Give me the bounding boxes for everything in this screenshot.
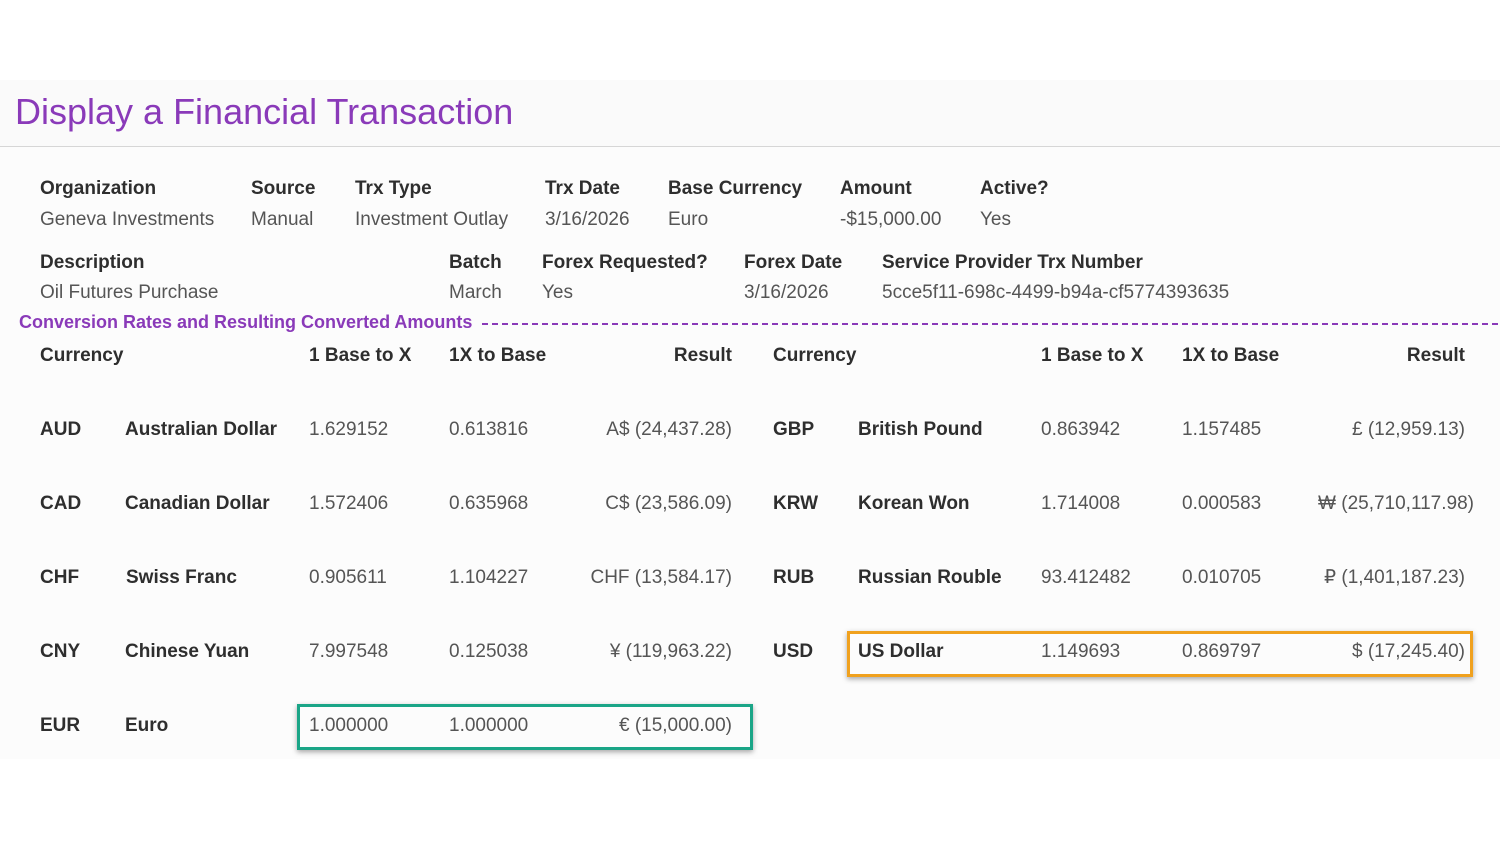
amount-value: -$15,000.00 — [840, 209, 942, 230]
col-header-currency-right: Currency — [773, 345, 857, 366]
batch-label: Batch — [449, 252, 502, 273]
currency-code: AUD — [40, 419, 82, 440]
rate-x-to-base: 1.000000 — [449, 715, 529, 736]
rate-x-to-base: 1.104227 — [449, 567, 529, 588]
section-divider — [482, 323, 1498, 325]
rate-x-to-base: 0.869797 — [1182, 641, 1262, 662]
converted-result: C$ (23,586.09) — [605, 493, 732, 514]
transaction-panel — [0, 147, 1500, 759]
forex-date-value: 3/16/2026 — [744, 282, 829, 303]
rate-base-to-x: 0.905611 — [309, 567, 387, 588]
converted-result: ₩ (25,710,117.98) — [1318, 493, 1474, 514]
col-header-x-to-base-right: 1X to Base — [1182, 345, 1280, 366]
trx-type-label: Trx Type — [355, 178, 432, 199]
col-header-result-right: Result — [1406, 345, 1465, 366]
forex-requested-label: Forex Requested? — [542, 252, 708, 273]
currency-name: US Dollar — [858, 641, 944, 662]
eur-row-highlight — [297, 704, 753, 750]
currency-name: Swiss Franc — [126, 567, 237, 588]
converted-result: £ (12,959.13) — [1351, 419, 1465, 440]
rate-base-to-x: 1.629152 — [309, 419, 389, 440]
base-currency-label: Base Currency — [668, 178, 803, 199]
converted-result: ₽ (1,401,187.23) — [1324, 567, 1465, 588]
active-value: Yes — [980, 209, 1011, 230]
currency-name: Euro — [125, 715, 169, 736]
trx-type-value: Investment Outlay — [355, 209, 509, 230]
forex-requested-value: Yes — [542, 282, 573, 303]
source-value: Manual — [251, 209, 314, 230]
rate-base-to-x: 1.714008 — [1041, 493, 1121, 514]
conversion-section-title: Conversion Rates and Resulting Converted… — [19, 312, 473, 332]
usd-row-highlight — [847, 631, 1473, 677]
source-label: Source — [251, 178, 316, 199]
rate-x-to-base: 0.000583 — [1182, 493, 1262, 514]
organization-value: Geneva Investments — [40, 209, 215, 230]
trx-date-value: 3/16/2026 — [545, 209, 630, 230]
forex-date-label: Forex Date — [744, 252, 843, 273]
rate-base-to-x: 1.149693 — [1041, 641, 1121, 662]
base-currency-value: Euro — [668, 209, 709, 230]
batch-value: March — [449, 282, 502, 303]
converted-result: $ (17,245.40) — [1351, 641, 1465, 662]
col-header-currency-left: Currency — [40, 345, 124, 366]
currency-code: RUB — [773, 567, 815, 588]
currency-name: British Pound — [858, 419, 983, 440]
rate-x-to-base: 0.125038 — [449, 641, 529, 662]
service-provider-trx-label: Service Provider Trx Number — [882, 252, 1143, 273]
currency-name: Australian Dollar — [125, 419, 278, 440]
currency-code: EUR — [40, 715, 81, 736]
col-header-x-to-base-left: 1X to Base — [449, 345, 547, 366]
currency-code: CAD — [40, 493, 82, 514]
currency-name: Korean Won — [858, 493, 970, 514]
rate-x-to-base: 0.635968 — [449, 493, 529, 514]
converted-result: CHF (13,584.17) — [590, 567, 732, 588]
trx-date-label: Trx Date — [545, 178, 620, 199]
rate-x-to-base: 0.010705 — [1182, 567, 1262, 588]
organization-label: Organization — [40, 178, 157, 199]
currency-code: KRW — [773, 493, 819, 514]
page-title: Display a Financial Transaction — [15, 91, 514, 132]
rate-base-to-x: 1.000000 — [309, 715, 389, 736]
service-provider-trx-value: 5cce5f11-698c-4499-b94a-cf5774393635 — [882, 282, 1230, 303]
converted-result: A$ (24,437.28) — [606, 419, 732, 440]
currency-code: USD — [773, 641, 814, 662]
currency-code: CNY — [40, 641, 81, 662]
rate-x-to-base: 1.157485 — [1182, 419, 1262, 440]
col-header-base-to-x-left: 1 Base to X — [309, 345, 412, 366]
rate-base-to-x: 1.572406 — [309, 493, 389, 514]
converted-result: ¥ (119,963.22) — [609, 641, 732, 662]
amount-label: Amount — [840, 178, 912, 199]
rate-x-to-base: 0.613816 — [449, 419, 529, 440]
currency-code: CHF — [40, 567, 80, 588]
currency-name: Canadian Dollar — [125, 493, 270, 514]
currency-name: Chinese Yuan — [125, 641, 250, 662]
rate-base-to-x: 7.997548 — [309, 641, 389, 662]
page-header — [0, 80, 1500, 147]
description-value: Oil Futures Purchase — [40, 282, 219, 303]
rate-base-to-x: 93.412482 — [1041, 567, 1131, 588]
converted-result: € (15,000.00) — [618, 715, 732, 736]
currency-name: Russian Rouble — [858, 567, 1002, 588]
rate-base-to-x: 0.863942 — [1041, 419, 1121, 440]
currency-code: GBP — [773, 419, 815, 440]
description-label: Description — [40, 252, 145, 273]
active-label: Active? — [980, 178, 1049, 199]
col-header-result-left: Result — [673, 345, 732, 366]
col-header-base-to-x-right: 1 Base to X — [1041, 345, 1144, 366]
